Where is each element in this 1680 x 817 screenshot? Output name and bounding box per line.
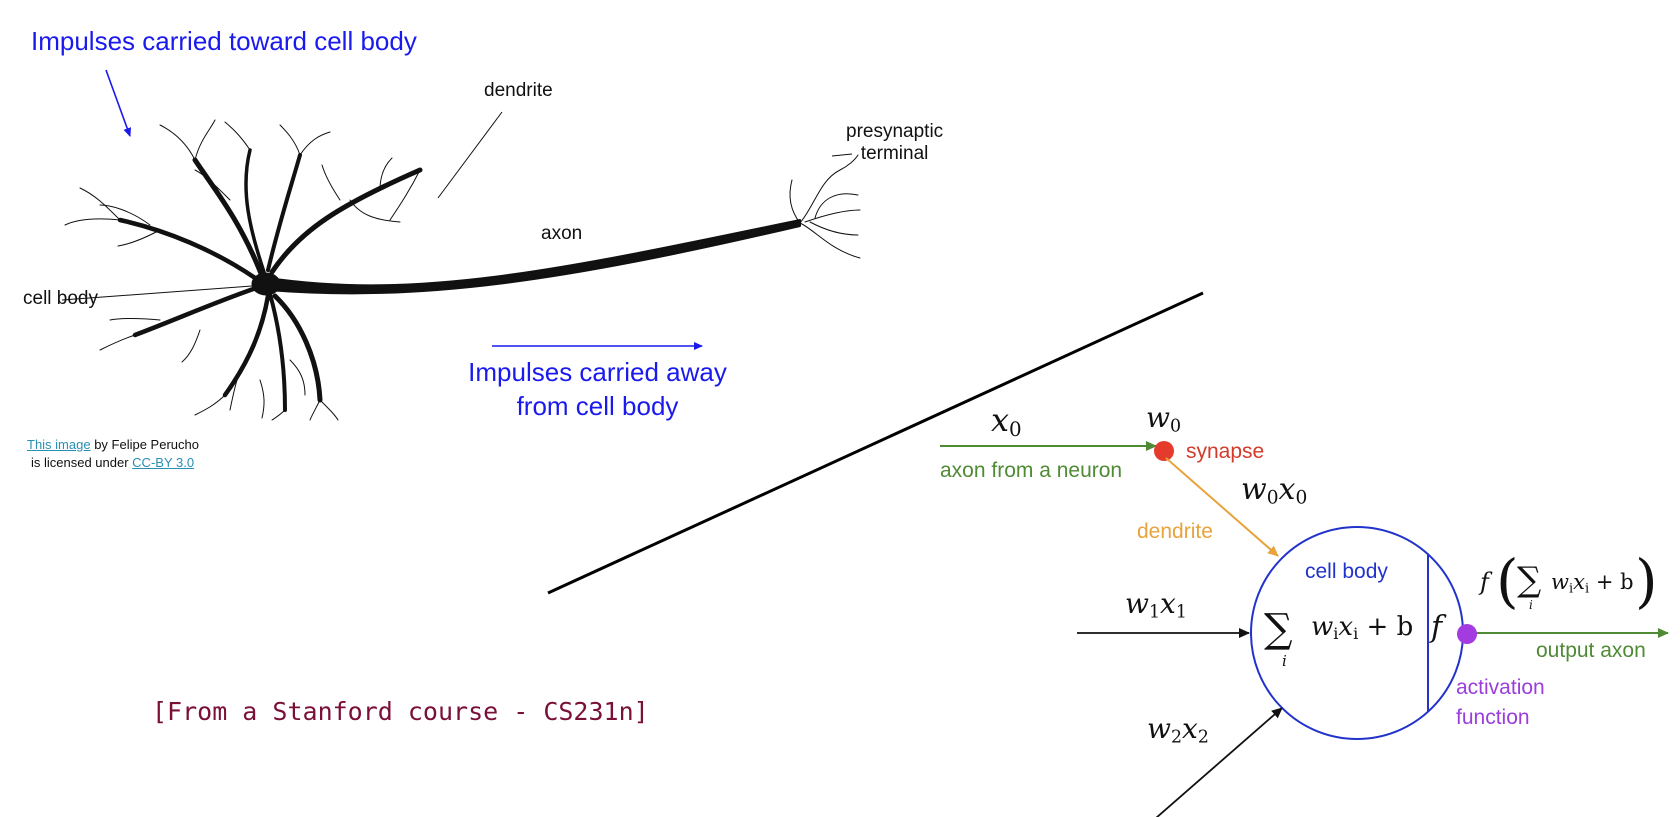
x0-label: x0 bbox=[991, 401, 1022, 441]
impulses-away-line2: from cell body bbox=[516, 391, 679, 421]
presynaptic-pointer bbox=[831, 153, 853, 157]
out-xsub: i bbox=[1585, 581, 1590, 597]
w2x2-w: w bbox=[1147, 712, 1171, 745]
w0x0-label: w0x0 bbox=[1241, 472, 1307, 509]
credit-licensed: is licensed under bbox=[31, 455, 133, 470]
out-sum-index: i bbox=[1529, 598, 1533, 612]
credit-author: by Felipe Perucho bbox=[90, 437, 199, 452]
w0-base: w bbox=[1146, 401, 1170, 434]
cell-body-label: cell body bbox=[23, 288, 98, 309]
activation-line2: function bbox=[1456, 706, 1530, 729]
w2x2-label: w2x2 bbox=[1147, 712, 1209, 747]
w0x0-w: w bbox=[1241, 472, 1267, 507]
w2x2-x: x bbox=[1182, 712, 1198, 745]
sum-terms: wixi + b bbox=[1311, 612, 1413, 643]
impulses-away-label: Impulses carried away from cell body bbox=[455, 355, 740, 423]
sum-xsub: i bbox=[1353, 624, 1359, 644]
x0-sub: 0 bbox=[1009, 417, 1022, 441]
cell-body-pointer bbox=[61, 285, 253, 301]
out-wsub: i bbox=[1568, 581, 1574, 597]
w2x2-xsub: 2 bbox=[1197, 727, 1209, 748]
sum-index: i bbox=[1282, 652, 1287, 670]
image-credit: This image by Felipe Perucho is licensed… bbox=[27, 436, 199, 472]
sum-x: x bbox=[1338, 612, 1354, 642]
w0x0-xsub: 0 bbox=[1295, 487, 1308, 509]
w2x2-wsub: 2 bbox=[1170, 727, 1183, 748]
license-link[interactable]: CC-BY 3.0 bbox=[132, 455, 195, 470]
neuron-sketch bbox=[64, 119, 861, 421]
w1x1-wsub: 1 bbox=[1148, 602, 1161, 623]
out-w: w bbox=[1551, 570, 1569, 594]
presynaptic-terminal-label: presynaptic terminal bbox=[846, 121, 943, 165]
sum-symbol: ∑ bbox=[1264, 606, 1293, 652]
output-axon-label: output axon bbox=[1536, 639, 1646, 662]
w0x0-x: x bbox=[1278, 472, 1296, 507]
dendrite-arrow bbox=[1165, 457, 1279, 557]
presynaptic-label-line2: terminal bbox=[860, 143, 929, 164]
activation-dot bbox=[1457, 624, 1477, 644]
sum-w: w bbox=[1311, 612, 1334, 642]
out-x: x bbox=[1573, 570, 1585, 594]
w2x2-arrow bbox=[1155, 707, 1283, 817]
axon-from-neuron-label: axon from a neuron bbox=[940, 459, 1123, 482]
out-plus-b: + b bbox=[1589, 570, 1634, 594]
source-citation: [From a Stanford course - CS231n] bbox=[152, 697, 649, 726]
cell-body-model-label: cell body bbox=[1305, 560, 1388, 583]
out-sum-symbol: ∑ bbox=[1517, 560, 1542, 600]
w0x0-wsub: 0 bbox=[1266, 487, 1279, 509]
impulses-away-line1: Impulses carried away bbox=[468, 357, 727, 387]
out-sum-terms: wixi + b bbox=[1551, 570, 1634, 596]
dendrite-pointer bbox=[437, 111, 503, 199]
sum-wsub: i bbox=[1333, 624, 1339, 644]
f-label: f bbox=[1431, 610, 1443, 645]
axon-label: axon bbox=[541, 223, 583, 244]
toward-arrow bbox=[105, 69, 132, 137]
w0-sub: 0 bbox=[1169, 416, 1182, 437]
impulses-toward-label: Impulses carried toward cell body bbox=[31, 26, 417, 56]
out-f: f bbox=[1480, 568, 1489, 596]
dendrite-model-label: dendrite bbox=[1137, 520, 1213, 543]
sum-plus-b: + b bbox=[1358, 612, 1414, 642]
w1x1-label: w1x1 bbox=[1125, 587, 1187, 622]
credit-line1: This image by Felipe Perucho bbox=[27, 436, 199, 454]
w1x1-x: x bbox=[1160, 587, 1176, 620]
synapse-dot bbox=[1154, 441, 1174, 461]
artificial-neuron bbox=[940, 441, 1669, 817]
w1x1-xsub: 1 bbox=[1175, 602, 1187, 623]
activation-function-label: activation function bbox=[1456, 673, 1545, 733]
out-lparen: ( bbox=[1496, 547, 1519, 615]
divider-line bbox=[547, 291, 1204, 595]
presynaptic-label-line1: presynaptic bbox=[846, 121, 944, 142]
w0-label: w0 bbox=[1146, 401, 1181, 436]
w1x1-w: w bbox=[1125, 587, 1149, 620]
credit-line2: is licensed under CC-BY 3.0 bbox=[27, 454, 199, 472]
activation-line1: activation bbox=[1456, 676, 1545, 699]
dendrite-label: dendrite bbox=[484, 80, 553, 101]
x0-base: x bbox=[991, 401, 1010, 439]
output-formula: f bbox=[1480, 568, 1489, 596]
out-rparen: ) bbox=[1635, 547, 1658, 615]
image-link[interactable]: This image bbox=[27, 437, 91, 452]
synapse-label: synapse bbox=[1186, 440, 1265, 463]
